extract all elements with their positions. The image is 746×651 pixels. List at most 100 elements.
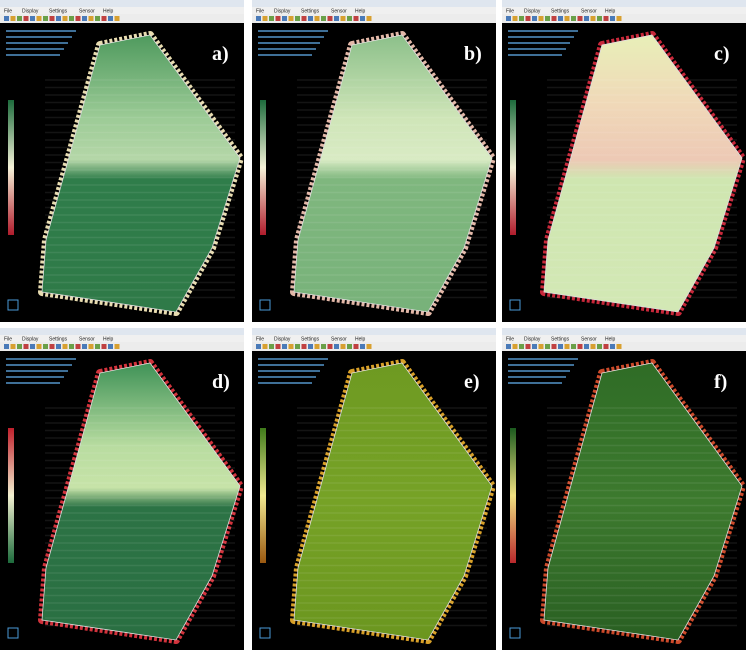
toolbar-button[interactable] [115, 344, 120, 349]
menu-item[interactable]: Help [605, 9, 616, 15]
toolbar-button[interactable] [24, 344, 29, 349]
toolbar-button[interactable] [597, 16, 602, 21]
toolbar-button[interactable] [360, 344, 365, 349]
toolbar-button[interactable] [56, 344, 61, 349]
toolbar-button[interactable] [578, 344, 583, 349]
toolbar-button[interactable] [37, 344, 42, 349]
toolbar-button[interactable] [295, 344, 300, 349]
toolbar-button[interactable] [321, 344, 326, 349]
toolbar-button[interactable] [17, 16, 22, 21]
toolbar-button[interactable] [315, 16, 320, 21]
toolbar-button[interactable] [30, 16, 35, 21]
toolbar-button[interactable] [308, 16, 313, 21]
toolbar-button[interactable] [545, 16, 550, 21]
toolbar-button[interactable] [321, 16, 326, 21]
toolbar-button[interactable] [82, 16, 87, 21]
toolbar-button[interactable] [610, 344, 615, 349]
toolbar-button[interactable] [30, 344, 35, 349]
menu-item[interactable]: Help [355, 9, 366, 15]
toolbar-button[interactable] [50, 16, 55, 21]
toolbar-button[interactable] [545, 344, 550, 349]
toolbar-button[interactable] [108, 344, 113, 349]
toolbar-button[interactable] [302, 344, 307, 349]
menu-item[interactable]: Sensor [79, 9, 95, 15]
toolbar-button[interactable] [256, 344, 261, 349]
toolbar-button[interactable] [17, 344, 22, 349]
toolbar-button[interactable] [565, 344, 570, 349]
menu-item[interactable]: Settings [49, 9, 68, 15]
toolbar-button[interactable] [56, 16, 61, 21]
toolbar-button[interactable] [341, 344, 346, 349]
toolbar-button[interactable] [50, 344, 55, 349]
toolbar-button[interactable] [308, 344, 313, 349]
menu-item[interactable]: Settings [551, 9, 570, 15]
toolbar-button[interactable] [552, 16, 557, 21]
toolbar-button[interactable] [341, 16, 346, 21]
toolbar-button[interactable] [354, 344, 359, 349]
menu-item[interactable]: Help [605, 337, 616, 343]
menu-item[interactable]: Settings [301, 337, 320, 343]
toolbar-button[interactable] [539, 344, 544, 349]
toolbar-button[interactable] [328, 344, 333, 349]
menu-item[interactable]: File [506, 337, 514, 343]
toolbar-button[interactable] [532, 16, 537, 21]
menu-item[interactable]: Help [355, 337, 366, 343]
toolbar-button[interactable] [367, 344, 372, 349]
toolbar-button[interactable] [617, 344, 622, 349]
toolbar-button[interactable] [519, 16, 524, 21]
toolbar-button[interactable] [43, 344, 48, 349]
toolbar-button[interactable] [269, 16, 274, 21]
toolbar-button[interactable] [256, 16, 261, 21]
toolbar-button[interactable] [506, 344, 511, 349]
menu-item[interactable]: Sensor [581, 9, 597, 15]
toolbar-button[interactable] [43, 16, 48, 21]
menu-item[interactable]: Sensor [581, 337, 597, 343]
menu-item[interactable]: Display [524, 337, 541, 343]
menu-item[interactable]: Display [22, 9, 39, 15]
toolbar-button[interactable] [282, 16, 287, 21]
menu-item[interactable]: File [256, 337, 264, 343]
menu-item[interactable]: Settings [301, 9, 320, 15]
toolbar-button[interactable] [328, 16, 333, 21]
toolbar-button[interactable] [552, 344, 557, 349]
toolbar-button[interactable] [76, 16, 81, 21]
toolbar-button[interactable] [63, 344, 68, 349]
toolbar-button[interactable] [526, 344, 531, 349]
toolbar-button[interactable] [95, 344, 100, 349]
toolbar-button[interactable] [591, 16, 596, 21]
toolbar-button[interactable] [115, 16, 120, 21]
menu-item[interactable]: Sensor [79, 337, 95, 343]
toolbar-button[interactable] [597, 344, 602, 349]
toolbar-button[interactable] [302, 16, 307, 21]
toolbar-button[interactable] [82, 344, 87, 349]
toolbar-button[interactable] [539, 16, 544, 21]
toolbar-button[interactable] [76, 344, 81, 349]
toolbar-button[interactable] [315, 344, 320, 349]
toolbar-button[interactable] [513, 16, 518, 21]
toolbar-button[interactable] [282, 344, 287, 349]
toolbar-button[interactable] [289, 16, 294, 21]
toolbar-button[interactable] [571, 16, 576, 21]
toolbar-button[interactable] [69, 16, 74, 21]
toolbar-button[interactable] [506, 16, 511, 21]
toolbar-button[interactable] [4, 16, 9, 21]
menu-item[interactable]: File [256, 9, 264, 15]
menu-item[interactable]: Display [22, 337, 39, 343]
toolbar-button[interactable] [360, 16, 365, 21]
menu-item[interactable]: Display [274, 9, 291, 15]
toolbar-button[interactable] [4, 344, 9, 349]
toolbar-button[interactable] [108, 16, 113, 21]
toolbar-button[interactable] [289, 344, 294, 349]
toolbar-button[interactable] [604, 344, 609, 349]
toolbar-button[interactable] [526, 16, 531, 21]
toolbar-button[interactable] [102, 344, 107, 349]
toolbar-button[interactable] [95, 16, 100, 21]
toolbar-button[interactable] [263, 16, 268, 21]
toolbar-button[interactable] [610, 16, 615, 21]
toolbar-button[interactable] [295, 16, 300, 21]
toolbar-button[interactable] [11, 16, 16, 21]
menu-item[interactable]: Sensor [331, 9, 347, 15]
menu-item[interactable]: Settings [551, 337, 570, 343]
toolbar-button[interactable] [532, 344, 537, 349]
menu-item[interactable]: Help [103, 337, 114, 343]
